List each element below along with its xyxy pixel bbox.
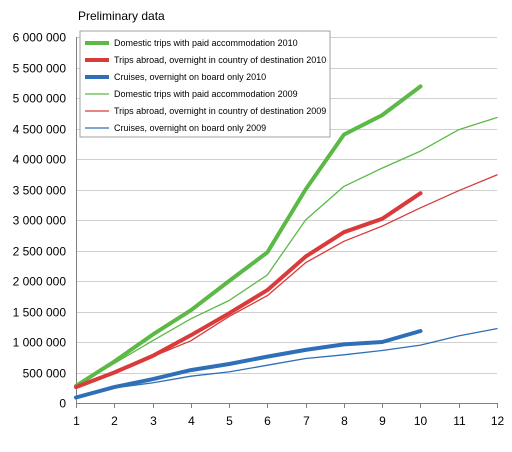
y-tick-label: 5 500 000 (13, 62, 67, 76)
x-tick-label: 3 (150, 414, 157, 428)
legend-label: Cruises, overnight on board only 2009 (114, 123, 266, 133)
legend: Domestic trips with paid accommodation 2… (79, 30, 331, 138)
y-tick-label: 4 500 000 (13, 123, 67, 137)
x-tick-label: 11 (453, 414, 466, 428)
legend-label: Domestic trips with paid accommodation 2… (114, 89, 298, 99)
y-tick-label: 1 000 000 (13, 336, 67, 350)
y-tick-label: 3 000 000 (13, 214, 67, 228)
x-tick-label: 4 (188, 414, 195, 428)
x-tick-label: 9 (379, 414, 386, 428)
legend-label: Domestic trips with paid accommodation 2… (114, 38, 298, 48)
x-tick-label: 12 (491, 414, 505, 428)
y-tick-label: 6 000 000 (13, 31, 67, 45)
x-tick-label: 8 (341, 414, 348, 428)
series-line (74, 329, 423, 400)
series-line (75, 116, 498, 387)
y-tick-label: 2 000 000 (13, 275, 67, 289)
y-axis-tick-labels: 0 500 000 1 000 000 1 500 000 2 000 000 2 500… (13, 31, 67, 411)
y-tick-label: 2 500 000 (13, 245, 67, 259)
x-tick-label: 1 (73, 414, 80, 428)
y-tick-label: 5 000 000 (13, 92, 67, 106)
legend-box (79, 30, 331, 138)
legend-label: Trips abroad, overnight in country of de… (114, 106, 326, 116)
x-axis-tick-labels: 1 2 3 4 5 6 7 8 9 10 11 12 (73, 414, 504, 428)
x-tick-label: 6 (264, 414, 271, 428)
legend-label: Cruises, overnight on board only 2010 (114, 72, 266, 82)
axes (76, 37, 498, 408)
y-tick-label: 500 000 (23, 367, 67, 381)
y-tick-label: 4 000 000 (13, 153, 67, 167)
y-tick-label: 3 500 000 (13, 184, 67, 198)
legend-label: Trips abroad, overnight in country of de… (114, 55, 326, 65)
x-tick-label: 2 (111, 414, 118, 428)
y-tick-label: 1 500 000 (13, 306, 67, 320)
series-lines (74, 84, 498, 400)
x-tick-label: 10 (414, 414, 428, 428)
chart-subtitle: Preliminary data (78, 9, 165, 23)
series-line (75, 327, 498, 399)
series-line (74, 191, 423, 390)
series-line (74, 84, 423, 388)
x-tick-label: 7 (303, 414, 310, 428)
y-tick-label: 0 (59, 397, 66, 411)
x-tick-label: 5 (226, 414, 233, 428)
